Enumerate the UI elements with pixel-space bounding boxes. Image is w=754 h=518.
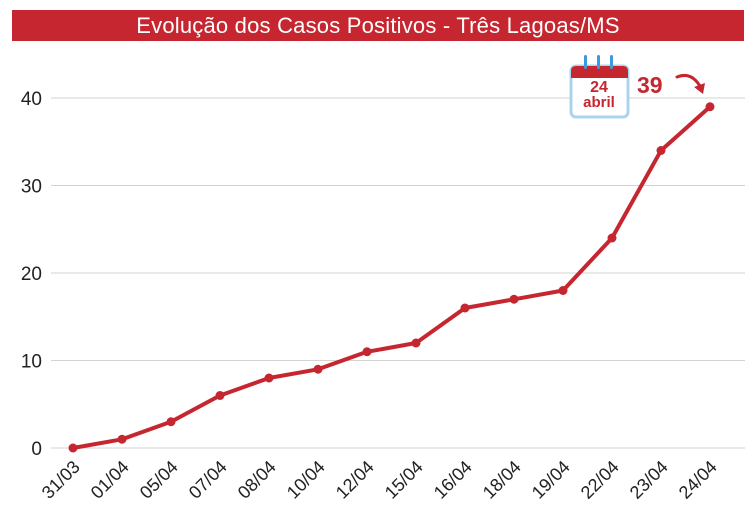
data-point: [656, 146, 666, 155]
x-tick-label: 19/04: [528, 457, 574, 503]
data-point: [166, 417, 176, 427]
series-line: [71, 104, 712, 450]
data-point: [215, 391, 225, 400]
data-point: [411, 338, 421, 348]
data-point: [705, 102, 715, 112]
chart-title: Evolução dos Casos Positivos - Três Lago…: [136, 12, 620, 38]
x-tick-label: 24/04: [675, 457, 721, 503]
x-tick-label: 15/04: [381, 457, 427, 503]
data-point: [362, 347, 372, 357]
y-tick-label: 20: [21, 264, 42, 285]
x-tick-label: 01/04: [87, 457, 133, 503]
y-tick-label: 10: [21, 352, 42, 373]
x-tick-label: 07/04: [185, 457, 231, 503]
title-bar: Evolução dos Casos Positivos - Três Lago…: [11, 9, 745, 42]
x-tick-label: 22/04: [577, 457, 623, 503]
latest-value-label: 39: [637, 72, 663, 98]
data-point: [558, 286, 568, 295]
y-axis-tick-labels: 0 10 20 30 40: [21, 89, 42, 460]
x-tick-label: 05/04: [136, 457, 182, 503]
data-point: [607, 233, 617, 243]
x-tick-label: 08/04: [234, 457, 280, 503]
y-tick-label: 40: [21, 89, 42, 110]
x-tick-label: 16/04: [430, 457, 476, 503]
data-point: [460, 303, 470, 313]
x-tick-label: 18/04: [479, 457, 525, 503]
calendar-day: 24: [590, 79, 608, 96]
data-point: [68, 443, 78, 453]
calendar-icon: 24 abril: [569, 55, 630, 119]
x-axis-tick-labels: 31/03 01/04 05/04 07/04 08/04 10/04 12/04 15/04…: [38, 457, 721, 503]
x-tick-label: 23/04: [626, 457, 672, 503]
gridlines: [51, 97, 745, 449]
y-tick-label: 0: [31, 439, 42, 460]
data-point: [264, 373, 274, 383]
y-tick-label: 30: [21, 177, 42, 198]
x-tick-label: 10/04: [283, 457, 329, 503]
arrow-head-icon: [694, 83, 705, 94]
x-tick-label: 31/03: [38, 457, 84, 503]
data-point: [117, 434, 127, 444]
data-points: [68, 102, 715, 453]
data-point: [509, 294, 519, 304]
calendar-month: abril: [583, 94, 615, 111]
data-point: [313, 364, 323, 374]
x-tick-label: 12/04: [332, 457, 378, 503]
